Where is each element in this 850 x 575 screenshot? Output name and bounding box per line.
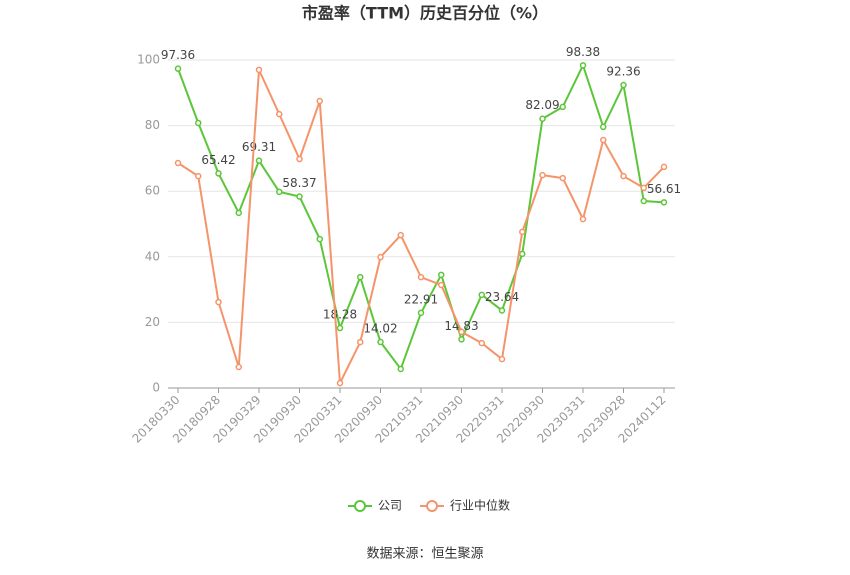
data-point — [316, 235, 323, 243]
data-point — [397, 365, 404, 373]
y-tick-label: 0 — [152, 381, 160, 395]
data-point — [377, 338, 384, 346]
data-point — [660, 199, 668, 206]
series-line — [177, 69, 665, 387]
data-point — [377, 253, 384, 261]
data-point — [276, 188, 283, 196]
chart-title: 市盈率（TTM）历史百分位（%） — [302, 4, 548, 23]
data-point — [498, 307, 506, 314]
data-point — [438, 271, 445, 279]
data-label: 69.31 — [242, 140, 276, 154]
data-point — [519, 228, 526, 236]
data-point — [336, 324, 344, 332]
data-point — [235, 363, 242, 371]
data-point — [417, 273, 425, 281]
data-point — [397, 231, 404, 239]
data-point — [215, 170, 222, 177]
data-point — [195, 119, 202, 127]
data-point — [579, 62, 587, 69]
data-point — [498, 355, 506, 363]
data-point — [336, 379, 344, 387]
data-point — [276, 110, 283, 118]
data-label: 58.37 — [282, 176, 316, 190]
data-point — [174, 65, 182, 72]
data-point — [660, 163, 668, 171]
series-line — [177, 62, 665, 372]
data-point — [478, 339, 485, 347]
data-point — [640, 184, 647, 192]
data-point — [438, 281, 445, 289]
data-point — [620, 81, 627, 89]
data-label: 82.09 — [525, 98, 559, 112]
data-point — [195, 172, 202, 180]
data-point — [579, 215, 587, 223]
data-point — [640, 197, 647, 205]
data-point — [478, 291, 485, 299]
data-point — [296, 193, 303, 200]
data-label: 18.28 — [323, 308, 357, 322]
y-tick-label: 40 — [145, 249, 160, 263]
data-point — [458, 328, 465, 336]
data-label: 56.61 — [647, 182, 681, 196]
data-point — [559, 103, 566, 111]
y-tick-label: 80 — [145, 118, 160, 132]
data-point — [255, 157, 263, 164]
legend-label: 公司 — [378, 499, 402, 513]
source-note: 数据来源：恒生聚源 — [366, 547, 483, 562]
data-label: 14.02 — [363, 322, 397, 336]
data-point — [458, 336, 465, 343]
data-point — [235, 209, 242, 217]
data-point — [296, 155, 303, 163]
y-tick-label: 100 — [137, 53, 160, 67]
data-point — [357, 273, 364, 281]
data-label: 23.64 — [485, 290, 519, 304]
legend-marker — [426, 500, 439, 512]
data-label: 14.83 — [444, 319, 478, 333]
data-point — [600, 136, 607, 144]
data-point — [559, 174, 566, 182]
legend-marker — [354, 500, 366, 512]
data-point — [357, 338, 364, 346]
data-label: 98.38 — [566, 45, 600, 59]
data-point — [255, 66, 263, 74]
legend-label: 行业中位数 — [450, 498, 510, 513]
y-tick-label: 60 — [145, 184, 160, 198]
data-point — [316, 97, 323, 105]
data-point — [215, 298, 222, 306]
data-point — [539, 115, 546, 122]
data-point — [539, 171, 546, 179]
data-point — [519, 250, 526, 258]
data-point — [620, 172, 627, 180]
data-label: 92.36 — [606, 65, 640, 79]
data-point — [417, 309, 425, 317]
data-point — [174, 159, 182, 167]
data-label: 97.36 — [161, 48, 195, 62]
data-label: 65.42 — [201, 153, 235, 167]
data-point — [600, 123, 607, 131]
y-tick-label: 20 — [145, 315, 160, 329]
data-label: 22.91 — [404, 292, 438, 306]
